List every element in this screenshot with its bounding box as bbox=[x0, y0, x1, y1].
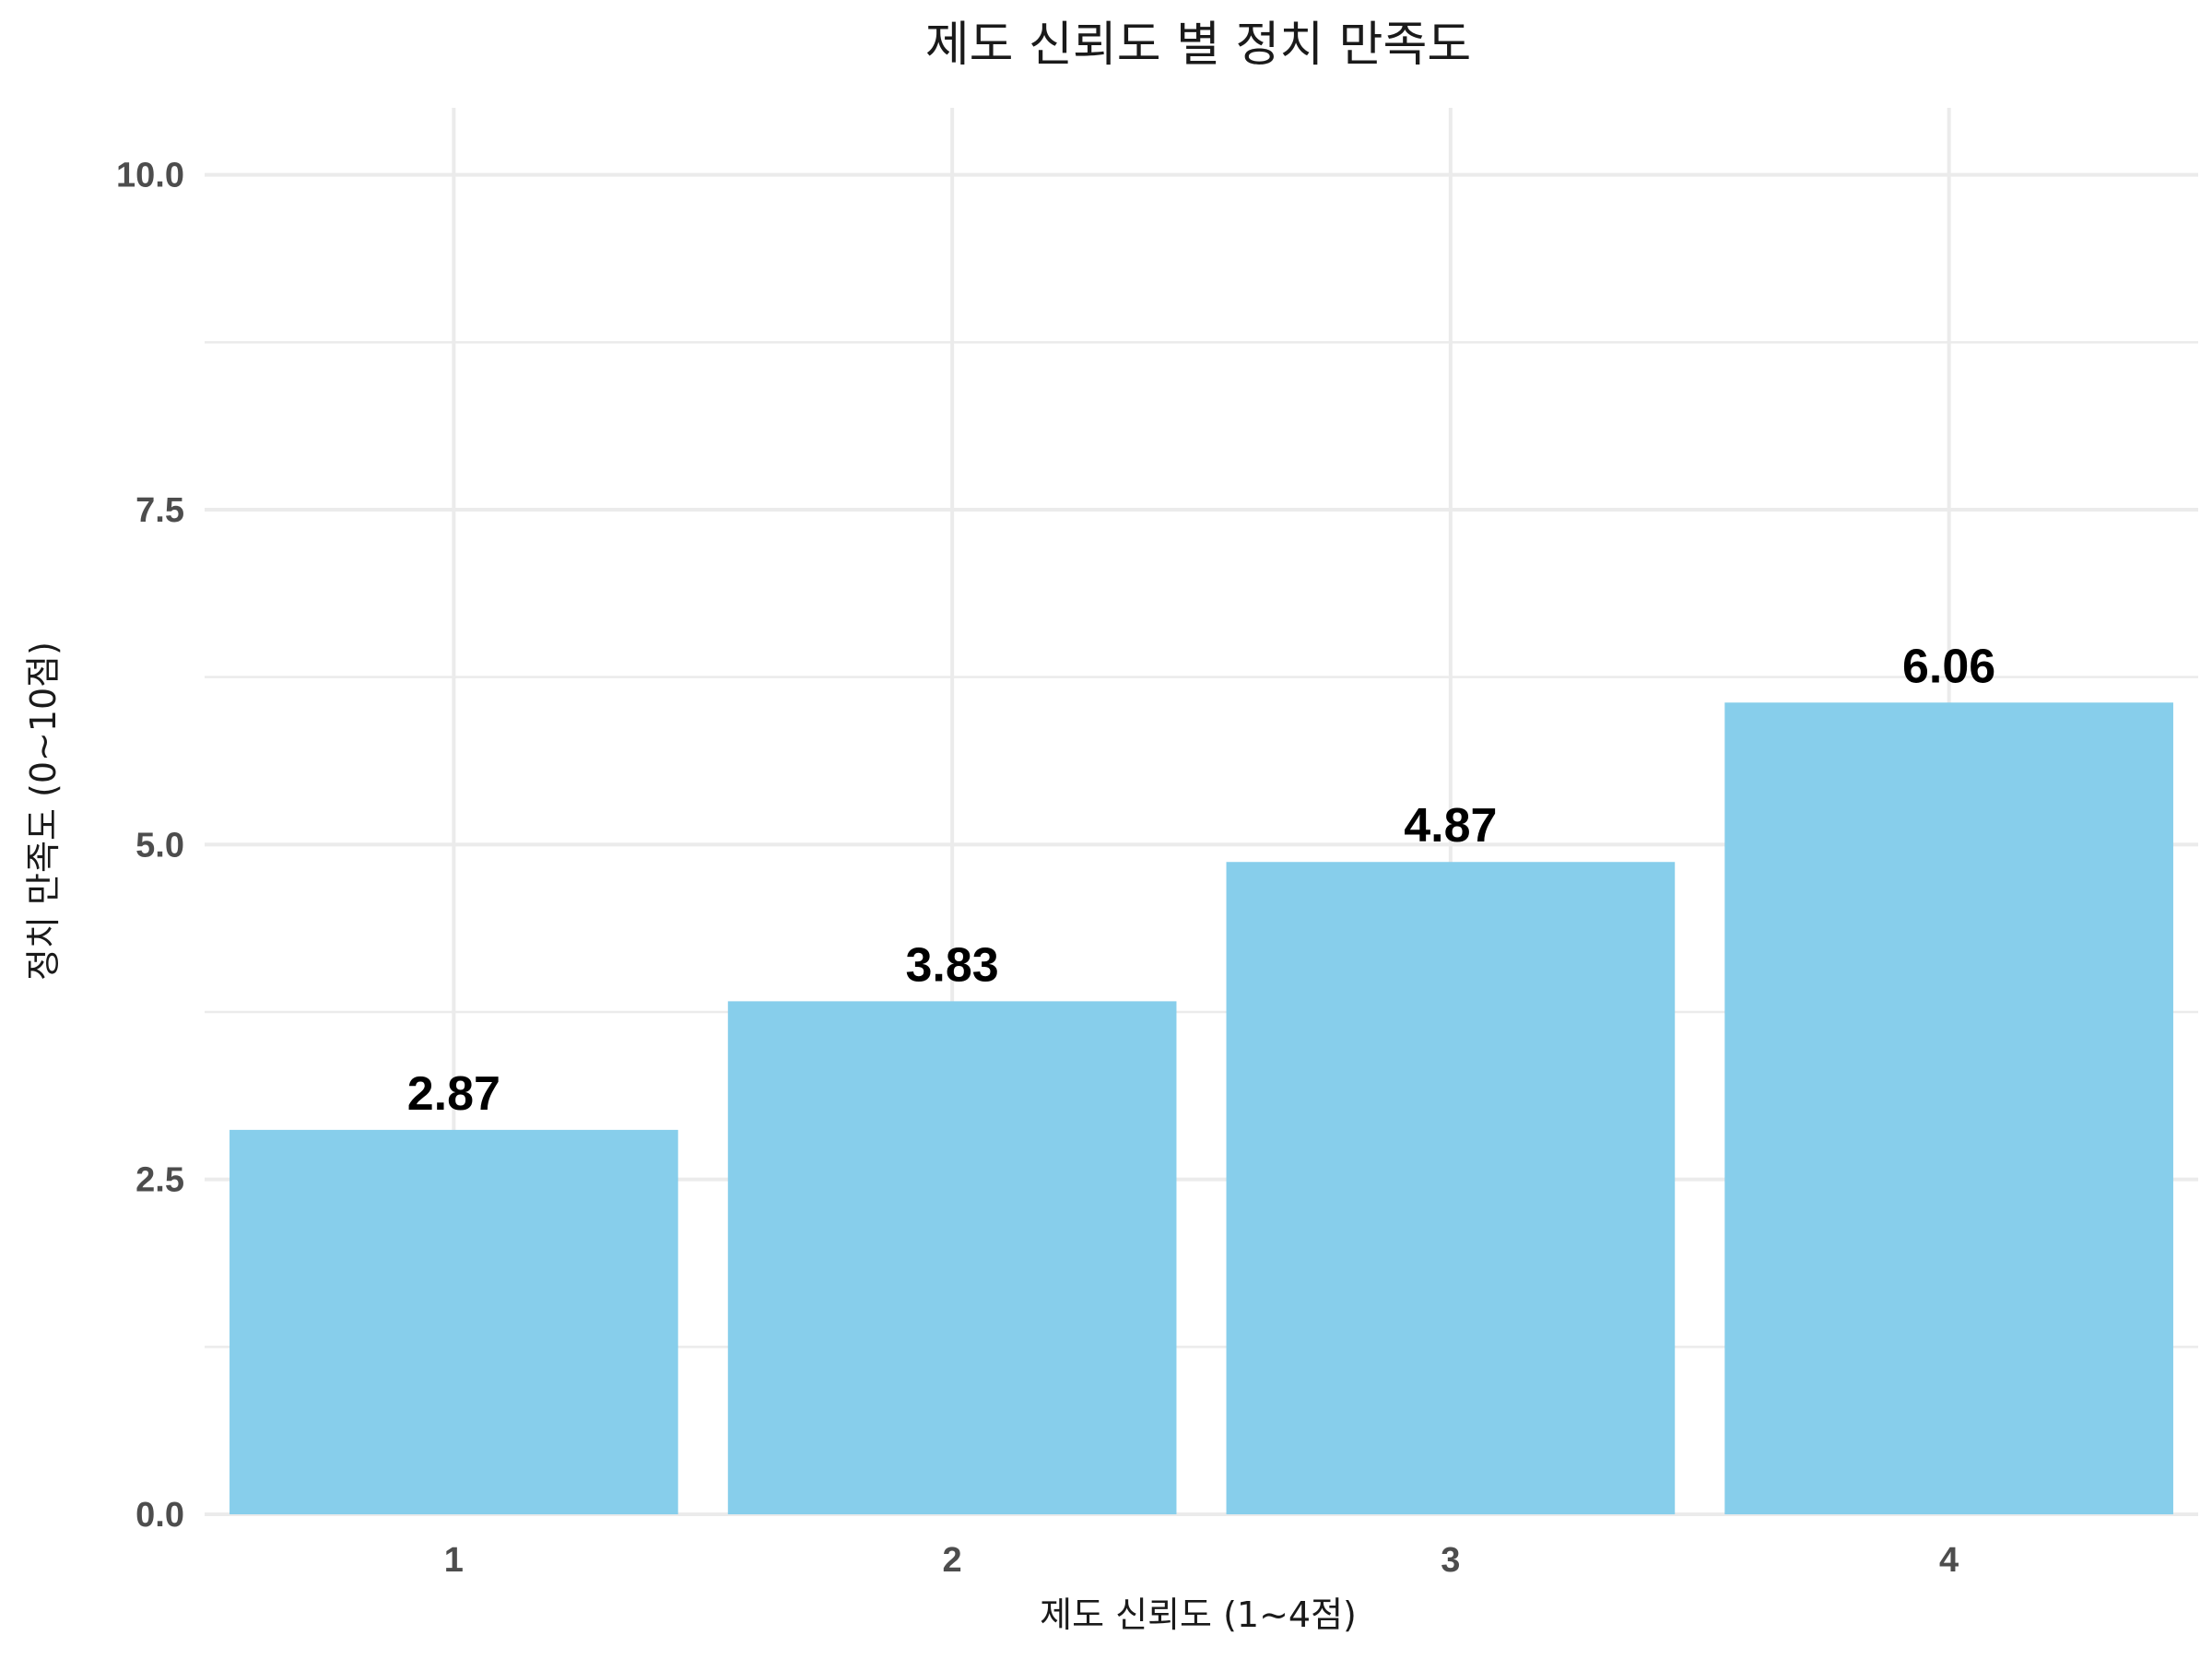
x-axis-title: 제도 신뢰도 (1~4점) bbox=[1040, 1594, 1357, 1635]
bar bbox=[229, 1129, 678, 1514]
chart-title: 제도 신뢰도 별 정치 만족도 bbox=[925, 18, 1471, 73]
data-label: 6.06 bbox=[1902, 640, 1995, 693]
y-axis-ticks: 0.0 2.5 5.0 7.5 10.0 bbox=[116, 157, 184, 1535]
y-tick-label: 7.5 bbox=[135, 491, 184, 530]
data-label: 3.83 bbox=[906, 938, 999, 992]
bar bbox=[1724, 702, 2173, 1514]
y-tick-label: 10.0 bbox=[116, 157, 184, 195]
x-tick-label: 2 bbox=[943, 1541, 962, 1580]
y-tick-label: 5.0 bbox=[135, 826, 184, 865]
bar bbox=[727, 1001, 1177, 1514]
y-tick-label: 0.0 bbox=[135, 1496, 184, 1535]
x-tick-label: 1 bbox=[444, 1541, 464, 1580]
y-axis-title: 정치 만족도 (0~10점) bbox=[23, 641, 64, 981]
x-tick-label: 4 bbox=[1939, 1541, 1959, 1580]
x-axis-ticks: 1 2 3 4 bbox=[444, 1541, 1959, 1580]
bar bbox=[1226, 862, 1676, 1514]
data-label: 4.87 bbox=[1404, 799, 1497, 853]
data-label: 2.87 bbox=[407, 1067, 500, 1121]
y-tick-label: 2.5 bbox=[135, 1161, 184, 1200]
bars bbox=[229, 702, 2173, 1514]
x-tick-label: 3 bbox=[1441, 1541, 1460, 1580]
data-labels: 2.87 3.83 4.87 6.06 bbox=[407, 640, 1995, 1121]
